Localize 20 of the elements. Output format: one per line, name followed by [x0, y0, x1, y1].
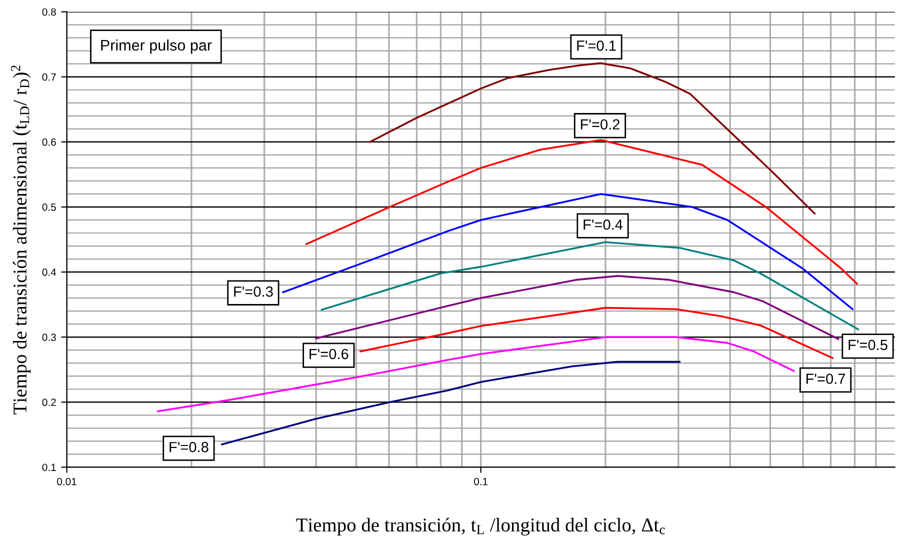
y-tick-label: 0.3	[42, 334, 56, 341]
series-label: F'=0.2	[580, 119, 620, 130]
series-label: F'=0.7	[806, 374, 846, 384]
series-label: F'=0.5	[848, 340, 888, 350]
series-label: F'=0.4	[584, 219, 623, 230]
y-tick-label: 0.7	[42, 73, 56, 81]
y-tick-label: 0.1	[42, 464, 56, 472]
x-axis-title: Tiempo de transición, t$_{L}$ /longitud del ciclo, Δt$_{c}$	[296, 518, 665, 536]
y-tick-label: 0.2	[42, 398, 56, 406]
series-label: F'=0.3	[234, 286, 273, 297]
x-tick-label: 0.01	[57, 478, 76, 486]
series-label: F'=0.1	[577, 40, 616, 51]
y-tick-label: 0.4	[42, 268, 56, 276]
series-label: F'=0.6	[310, 348, 348, 360]
y-tick-label: 0.8	[42, 8, 56, 16]
series-label: F'=0.8	[170, 442, 208, 452]
annotation: Primer pulso par	[101, 39, 212, 54]
y-tick-label: 0.6	[42, 138, 56, 146]
y-tick-label: 0.5	[42, 203, 56, 211]
y-axis-title: Tiempo de transición adimensional (t$_{LD}$/ r$_{D}$)$^{2}$	[11, 66, 31, 414]
